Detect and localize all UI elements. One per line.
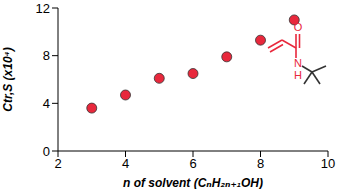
svg-text:0: 0	[43, 144, 50, 159]
svg-text:H: H	[294, 69, 302, 81]
svg-text:N: N	[294, 57, 302, 69]
svg-text:8: 8	[43, 48, 50, 63]
svg-text:2: 2	[54, 156, 61, 171]
svg-text:Ctr,S (x10⁴): Ctr,S (x10⁴)	[8, 47, 15, 111]
svg-text:4: 4	[43, 96, 50, 111]
svg-text:n of solvent (CₙH₂ₙ₊₁OH): n of solvent (CₙH₂ₙ₊₁OH)	[123, 176, 263, 189]
svg-text:4: 4	[122, 156, 129, 171]
svg-text:10: 10	[321, 156, 335, 171]
svg-text:8: 8	[257, 156, 264, 171]
svg-text:6: 6	[189, 156, 196, 171]
svg-text:12: 12	[36, 1, 50, 16]
svg-text:O: O	[294, 21, 303, 33]
